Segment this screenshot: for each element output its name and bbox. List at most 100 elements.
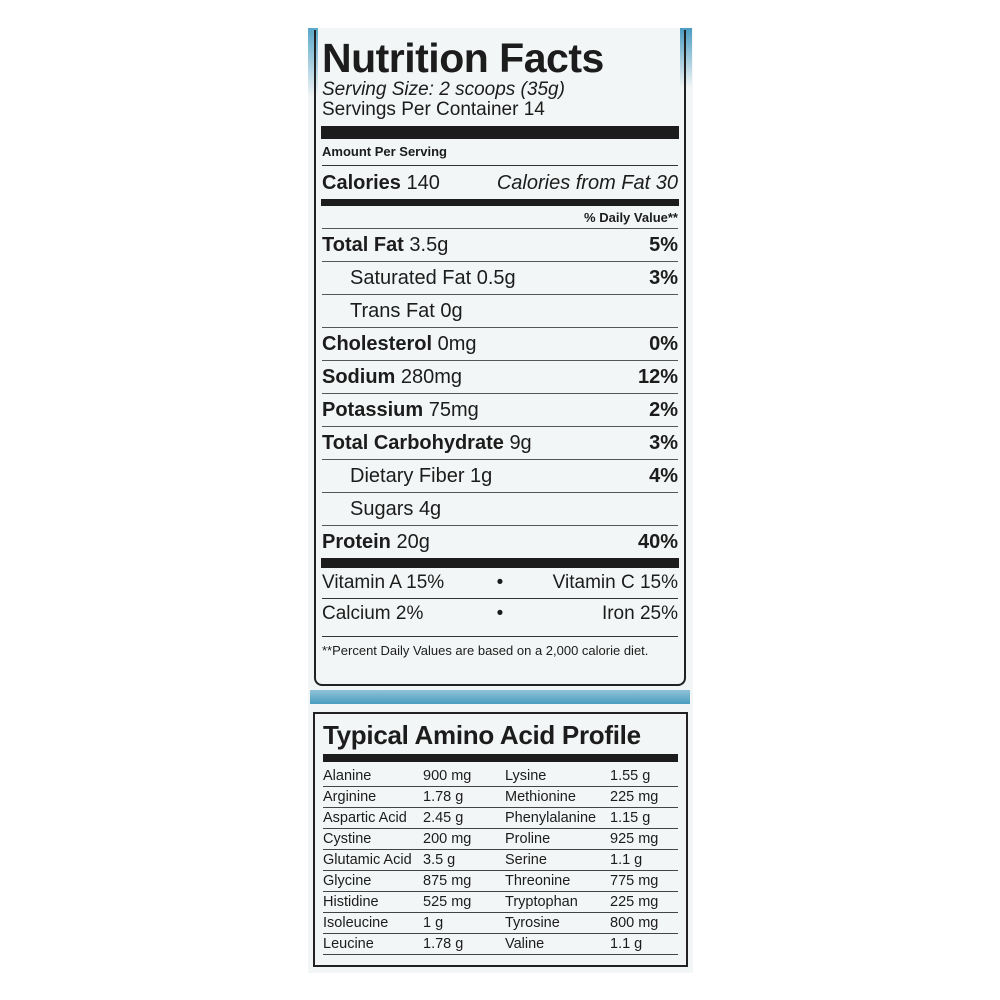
calories-from-fat: Calories from Fat 30 [496,172,678,194]
nutrient-amount: 4g [418,497,442,520]
nutrient-daily-value: 2% [649,398,678,421]
amount-per-serving: Amount Per Serving [322,144,447,159]
amino-name: Methionine [505,787,610,808]
calories-row: Calories 140 Calories from Fat 30 [322,165,678,199]
amino-title: Typical Amino Acid Profile [323,720,641,750]
bullet: • [496,602,504,624]
nutrient-row: Protein 20g 40% [322,525,678,558]
nutrient-amount: 75mg [428,398,479,421]
vitamin-left: Vitamin A 15% [322,572,445,593]
thick-divider [321,558,679,568]
nutrient-amount: 3.5g [409,233,449,256]
vitamin-right: Iron 25% [601,602,678,624]
amino-amount: 925 mg [610,829,678,850]
nutrient-row: Sugars 4g [322,492,678,525]
amino-name: Threonine [505,871,610,892]
nutrient-daily-value: 4% [649,464,678,487]
amino-amount: 1.55 g [610,766,678,787]
amino-amount: 225 mg [610,892,678,913]
nutrient-amount: 280mg [400,365,463,388]
amino-divider [323,754,678,762]
nutrient-label: Potassium [322,398,424,421]
package-edge-left [308,28,318,98]
nutrient-daily-value: 0% [649,332,678,355]
nutrient-amount: 1g [470,464,493,487]
nutrient-label: Saturated Fat [350,266,472,289]
nutrient-row: Potassium 75mg 2% [322,393,678,426]
amino-amount: 3.5 g [423,850,505,871]
amino-amount: 1.78 g [423,787,505,808]
serving-size: Serving Size: 2 scoops (35g) [322,79,565,100]
amino-name: Proline [505,829,610,850]
nutrient-daily-value: 3% [649,266,678,289]
nutrient-amount: 9g [509,431,532,454]
amino-name: Glutamic Acid [323,850,423,871]
amino-amount: 875 mg [423,871,505,892]
servings-per-container: Servings Per Container 14 [322,99,545,120]
amino-amount: 1 g [423,913,505,934]
amino-name: Lysine [505,766,610,787]
thick-divider [321,126,679,139]
vitamin-right: Vitamin C 15% [552,572,678,593]
nutrient-label: Sugars [350,497,414,520]
vitamin-row: Vitamin A 15% • Vitamin C 15% [322,568,678,598]
nutrition-title: Nutrition Facts [322,35,604,81]
amino-name: Serine [505,850,610,871]
nutrient-row: Saturated Fat 0.5g 3% [322,261,678,294]
calories-label: Calories [322,172,401,194]
amino-amount: 2.45 g [423,808,505,829]
amino-name: Aspartic Acid [323,808,423,829]
nutrient-amount: 20g [396,530,430,553]
daily-value-header: % Daily Value** [584,210,678,225]
nutrient-daily-value: 40% [637,530,678,553]
nutrient-label: Protein [322,530,391,553]
nutrient-row: Total Fat 3.5g 5% [322,228,678,261]
nutrient-row: Total Carbohydrate 9g 3% [322,426,678,459]
amino-amount: 1.78 g [423,934,505,955]
amino-name: Phenylalanine [505,808,610,829]
amino-name: Glycine [323,871,423,892]
amino-name: Histidine [323,892,423,913]
amino-amount: 1.1 g [610,850,678,871]
amino-amount: 800 mg [610,913,678,934]
blue-stripe [310,690,690,704]
nutrient-label: Cholesterol [322,332,433,355]
nutrient-daily-value: 12% [637,365,678,388]
calories-value: 140 [406,172,440,194]
amino-amount: 225 mg [610,787,678,808]
amino-amount: 1.15 g [610,808,678,829]
package-background [308,28,693,973]
nutrient-daily-value: 3% [649,431,678,454]
footnote: **Percent Daily Values are based on a 2,… [322,636,678,659]
amino-name: Valine [505,934,610,955]
nutrient-row: Cholesterol 0mg 0% [322,327,678,360]
amino-name: Arginine [323,787,423,808]
nutrient-label: Total Carbohydrate [322,431,504,454]
nutrient-label: Total Fat [322,233,404,256]
nutrient-daily-value: 5% [649,233,678,256]
package-edge-right [680,28,692,88]
amino-amount: 900 mg [423,766,505,787]
bullet: • [496,572,504,593]
amino-amount: 200 mg [423,829,505,850]
nutrient-label: Dietary Fiber [350,464,465,487]
amino-amount: 525 mg [423,892,505,913]
nutrient-amount: 0.5g [476,266,516,289]
nutrient-amount: 0mg [437,332,477,355]
vitamin-row: Calcium 2% • Iron 25% [322,598,678,628]
nutrition-facts-panel: Nutrition Facts Serving Size: 2 scoops (… [314,30,686,686]
amino-amount: 1.1 g [610,934,678,955]
nutrient-row: Sodium 280mg 12% [322,360,678,393]
amino-amount: 775 mg [610,871,678,892]
nutrient-label: Trans Fat [350,299,435,322]
amino-acid-panel: Typical Amino Acid Profile Alanine 900 mg… [313,712,688,967]
amino-name: Leucine [323,934,423,955]
amino-name: Tryptophan [505,892,610,913]
amino-name: Isoleucine [323,913,423,934]
nutrient-label: Sodium [322,365,396,388]
nutrient-row: Dietary Fiber 1g 4% [322,459,678,492]
nutrient-row: Trans Fat 0g [322,294,678,327]
nutrient-amount: 0g [440,299,463,322]
vitamin-left: Calcium 2% [322,602,424,624]
